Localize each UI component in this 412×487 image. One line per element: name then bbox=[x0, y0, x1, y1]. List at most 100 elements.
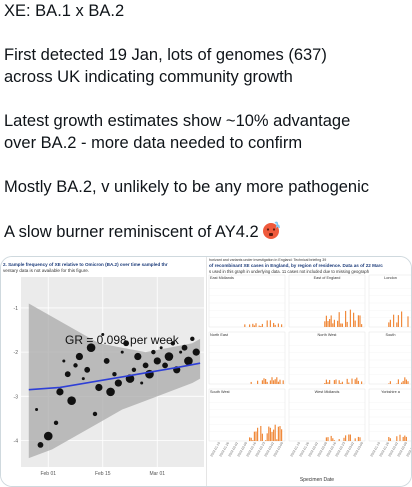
case-bar bbox=[253, 325, 255, 327]
date-tick-label: 2022-02-23 bbox=[334, 441, 346, 457]
region-label: West Midlands bbox=[315, 390, 340, 394]
case-bar bbox=[346, 321, 348, 327]
case-bar bbox=[354, 438, 356, 441]
case-bar bbox=[388, 322, 390, 327]
case-bar bbox=[338, 312, 340, 327]
data-point bbox=[112, 372, 117, 377]
case-bar bbox=[389, 438, 391, 441]
growth-rate-annotation: GR = 0.098 per week bbox=[65, 333, 180, 347]
tweet-line-7-text: A slow burner reminiscent of AY4.2 bbox=[4, 223, 259, 241]
tweet-media[interactable]: 2. Sample frequency of XE relative to Om… bbox=[0, 256, 412, 487]
case-bar bbox=[268, 426, 270, 441]
case-bar bbox=[263, 378, 265, 384]
case-bar bbox=[340, 323, 342, 327]
region-label: South bbox=[386, 333, 396, 337]
hot-face-emoji-icon bbox=[261, 220, 281, 246]
date-tick-label: 2022-02-16 bbox=[325, 441, 337, 457]
case-bar bbox=[269, 320, 271, 327]
data-point bbox=[140, 381, 144, 385]
case-bar bbox=[351, 378, 353, 384]
data-point bbox=[134, 352, 142, 361]
case-bar bbox=[327, 321, 329, 327]
tweet-line-7: A slow burner reminiscent of AY4.2 bbox=[4, 220, 408, 246]
case-bar bbox=[253, 431, 255, 441]
case-bar bbox=[266, 433, 268, 441]
case-bar bbox=[346, 378, 348, 384]
case-bar bbox=[327, 382, 329, 384]
case-bar bbox=[266, 320, 268, 327]
region-facet bbox=[288, 331, 366, 385]
data-point bbox=[179, 350, 183, 354]
case-bar bbox=[361, 381, 363, 384]
data-point bbox=[95, 383, 103, 392]
case-bar bbox=[338, 439, 340, 441]
date-tick-label: 2022-03-02 bbox=[343, 441, 355, 457]
y-tick-label: -4 bbox=[14, 438, 19, 444]
y-tick-label: -2 bbox=[14, 350, 19, 356]
case-bar bbox=[359, 315, 361, 327]
date-tick-label: 2022-01-19 bbox=[209, 441, 221, 457]
case-bar bbox=[341, 323, 343, 327]
case-bar bbox=[349, 309, 351, 327]
data-point bbox=[184, 356, 193, 366]
data-point bbox=[153, 357, 161, 365]
data-point bbox=[190, 336, 195, 342]
case-bar bbox=[407, 381, 409, 384]
case-bar bbox=[260, 425, 262, 441]
region-label: South West bbox=[210, 390, 231, 394]
tweet-line-1: XE: BA.1 x BA.2 bbox=[4, 2, 125, 20]
date-tick-label: 2022-03-02 bbox=[263, 441, 275, 457]
case-bar bbox=[273, 322, 275, 327]
case-bar bbox=[257, 380, 259, 384]
right-caption-line2: s used in this graph in underlying data.… bbox=[209, 269, 370, 274]
case-bar bbox=[359, 437, 361, 441]
data-point bbox=[162, 362, 168, 369]
case-bar bbox=[396, 436, 398, 441]
case-bar bbox=[266, 381, 268, 384]
case-bar bbox=[389, 319, 391, 327]
data-point bbox=[170, 341, 176, 346]
x-tick-label: Feb 15 bbox=[95, 471, 111, 477]
case-bar bbox=[277, 426, 279, 441]
case-bar bbox=[399, 434, 401, 441]
fitted-trend-line bbox=[28, 362, 201, 391]
case-bar bbox=[260, 326, 262, 327]
case-bar bbox=[348, 382, 350, 384]
case-bar bbox=[343, 437, 345, 441]
case-bar bbox=[257, 427, 259, 441]
data-point bbox=[181, 344, 188, 351]
media-left-panel[interactable]: 2. Sample frequency of XE relative to Om… bbox=[1, 257, 206, 486]
case-bar bbox=[276, 439, 278, 441]
case-bar bbox=[282, 380, 284, 384]
growth-rate-chart: -1 -2 -3 -4 Feb 01 Feb 15 Mar 01 GR = 0.098 per… bbox=[14, 277, 204, 477]
tweet-line-2: First detected 19 Jan, lots of genomes (… bbox=[4, 46, 327, 64]
case-bar bbox=[402, 380, 404, 384]
media-right-panel[interactable]: horizant and variants under investigatio… bbox=[206, 257, 411, 486]
region-label: North West bbox=[318, 333, 338, 337]
case-bar bbox=[357, 436, 359, 441]
x-axis-label: Specimen Date bbox=[300, 477, 334, 483]
region-facet bbox=[288, 388, 366, 442]
case-bar bbox=[261, 323, 263, 327]
left-caption-line1: 2. Sample frequency of XE relative to Om… bbox=[3, 262, 168, 267]
case-bar bbox=[252, 323, 254, 327]
case-bar bbox=[349, 434, 351, 441]
data-point bbox=[64, 371, 71, 378]
date-tick-label: 2022-01-26 bbox=[378, 441, 390, 457]
case-bar bbox=[361, 324, 363, 327]
case-bar bbox=[261, 380, 263, 384]
case-bar bbox=[255, 323, 257, 327]
data-point bbox=[86, 343, 96, 352]
data-point bbox=[84, 366, 91, 373]
case-bar bbox=[325, 315, 327, 327]
right-caption-line0: horizant and variants under investigatio… bbox=[209, 258, 327, 262]
y-tick-label: -3 bbox=[14, 394, 19, 400]
case-bar bbox=[405, 436, 407, 441]
case-bar bbox=[271, 377, 273, 384]
case-bar bbox=[332, 323, 334, 327]
case-bar bbox=[405, 379, 407, 384]
case-bar bbox=[348, 434, 350, 441]
data-point bbox=[103, 358, 110, 364]
region-label: East of England bbox=[314, 276, 341, 280]
date-tick-label: 2022-01-19 bbox=[289, 441, 301, 457]
